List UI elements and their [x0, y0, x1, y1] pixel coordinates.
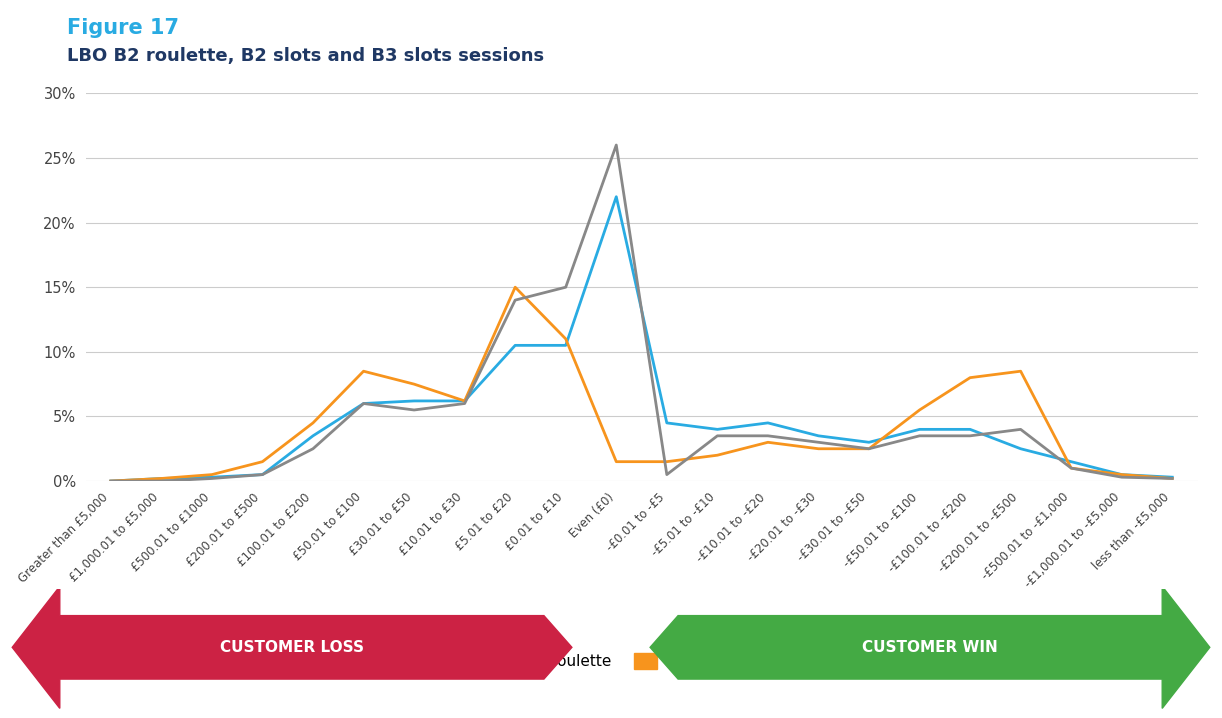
Text: LBO B2 roulette, B2 slots and B3 slots sessions: LBO B2 roulette, B2 slots and B3 slots s…	[67, 47, 544, 65]
Text: CUSTOMER WIN: CUSTOMER WIN	[862, 640, 998, 655]
Text: Figure 17: Figure 17	[67, 18, 180, 38]
Text: CUSTOMER LOSS: CUSTOMER LOSS	[220, 640, 364, 655]
Polygon shape	[650, 587, 1210, 709]
Polygon shape	[12, 587, 572, 709]
Legend: Casino B2 roulette, B2 slots, B3 slots: Casino B2 roulette, B2 slots, B3 slots	[429, 647, 854, 675]
